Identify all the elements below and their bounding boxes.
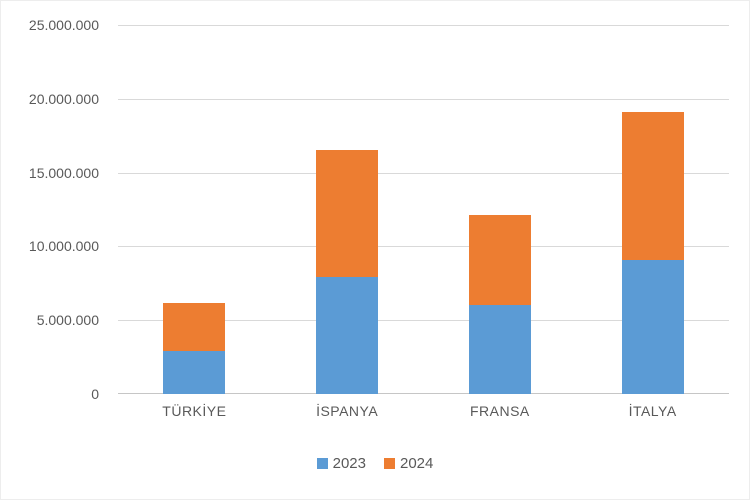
gridline xyxy=(118,98,729,100)
bar-segment-2023 xyxy=(163,351,226,394)
legend-swatch-2023-icon xyxy=(316,457,328,469)
x-axis: TÜRKİYE İSPANYA FRANSA İTALYA xyxy=(118,400,729,422)
y-tick-label: 15.000.000 xyxy=(28,164,99,181)
bar-segment-2024 xyxy=(621,112,684,260)
legend-item-2023: 2023 xyxy=(316,454,366,472)
y-tick-label: 0 xyxy=(91,386,99,402)
y-tick-label: 10.000.000 xyxy=(28,238,99,255)
x-category-label: FRANSA xyxy=(469,403,530,419)
legend-swatch-2024-icon xyxy=(384,457,395,469)
legend: 2023 2024 xyxy=(1,452,749,474)
bar-segment-2024 xyxy=(163,302,226,352)
bar-stack xyxy=(163,25,226,394)
y-tick-label: 20.000.000 xyxy=(28,90,99,107)
bar-stack xyxy=(621,25,684,394)
bar-segment-2023 xyxy=(621,259,684,394)
x-axis-line xyxy=(118,393,729,394)
legend-item-2024: 2024 xyxy=(384,456,433,471)
bar-segment-2023 xyxy=(316,277,379,394)
x-category-label: İTALYA xyxy=(628,403,677,419)
plot-area xyxy=(118,25,729,394)
x-category-label: İSPANYA xyxy=(316,403,379,419)
y-tick-label: 5.000.000 xyxy=(36,312,99,329)
legend-label-2024: 2024 xyxy=(400,454,434,472)
gridline xyxy=(118,25,729,26)
bar-stack xyxy=(316,25,379,394)
x-category-label: TÜRKİYE xyxy=(162,403,227,419)
bar-segment-2024 xyxy=(316,150,379,278)
gridline xyxy=(118,172,729,174)
bar-segment-2023 xyxy=(468,305,531,394)
legend-label-2023: 2023 xyxy=(332,454,366,472)
gridline xyxy=(118,246,729,248)
gridline xyxy=(118,320,729,322)
y-tick-label: 25.000.000 xyxy=(28,17,99,33)
bar-segment-2024 xyxy=(468,215,531,306)
bar-stack xyxy=(468,25,531,394)
y-axis: 0 5.000.000 10.000.000 15.000.000 20.000.000… xyxy=(1,18,99,401)
